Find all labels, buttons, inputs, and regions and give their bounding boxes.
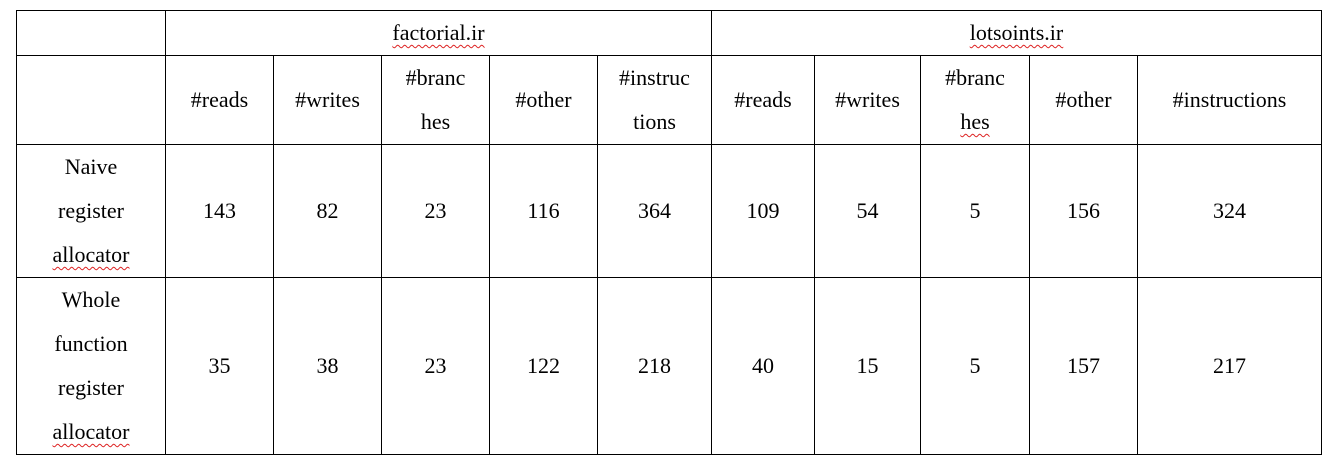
table-row-whole-function: Whole function register allocator 35 38 … — [16, 277, 1322, 455]
header-label: #writes — [295, 87, 360, 112]
header-lotsoints-reads: #reads — [711, 55, 815, 145]
table-cell: 218 — [597, 277, 712, 455]
group-header-factorial-label: factorial.ir — [392, 20, 485, 45]
header-label: #other — [1055, 87, 1112, 112]
header-label-line: #branc — [405, 65, 466, 90]
header-factorial-instructions: #instruc tions — [597, 55, 712, 145]
group-header-factorial: factorial.ir — [165, 10, 712, 56]
row-label-line: allocator — [52, 419, 130, 444]
row-label-line: register — [58, 198, 124, 223]
header-factorial-reads: #reads — [165, 55, 274, 145]
header-lotsoints-other: #other — [1029, 55, 1138, 145]
header-lotsoints-writes: #writes — [814, 55, 921, 145]
header-factorial-other: #other — [489, 55, 598, 145]
header-lotsoints-instructions: #instructions — [1137, 55, 1322, 145]
header-label: #reads — [734, 87, 792, 112]
table-cell: 23 — [381, 144, 490, 278]
header-label: #instructions — [1172, 87, 1287, 112]
column-header-row: #reads #writes #branc hes #other #instru… — [16, 55, 1322, 145]
table-cell: 324 — [1137, 144, 1322, 278]
header-label-line: tions — [633, 109, 676, 134]
row-label-line: allocator — [52, 242, 130, 267]
table-cell: 40 — [711, 277, 815, 455]
header-factorial-writes: #writes — [273, 55, 382, 145]
corner-cell-top — [16, 10, 166, 56]
table-cell: 143 — [165, 144, 274, 278]
table-cell: 38 — [273, 277, 382, 455]
row-label-line: Naive — [64, 154, 118, 179]
row-label-line: Whole — [61, 287, 121, 312]
table-cell: 116 — [489, 144, 598, 278]
row-label-line: function — [54, 331, 128, 356]
table-cell: 54 — [814, 144, 921, 278]
group-header-lotsoints-label: lotsoints.ir — [969, 20, 1064, 45]
table-row-naive: Naive register allocator 143 82 23 116 3… — [16, 144, 1322, 278]
table-cell: 15 — [814, 277, 921, 455]
header-factorial-branches: #branc hes — [381, 55, 490, 145]
header-label-line: hes — [420, 109, 451, 134]
table-cell: 157 — [1029, 277, 1138, 455]
table-cell: 35 — [165, 277, 274, 455]
row-label-naive: Naive register allocator — [16, 144, 166, 278]
group-header-lotsoints: lotsoints.ir — [711, 10, 1322, 56]
table-cell: 364 — [597, 144, 712, 278]
row-label-line: register — [58, 375, 124, 400]
table-cell: 217 — [1137, 277, 1322, 455]
table-cell: 109 — [711, 144, 815, 278]
header-label: #other — [515, 87, 572, 112]
header-label-line: #branc — [945, 65, 1005, 90]
table-cell: 5 — [920, 144, 1030, 278]
table-cell: 23 — [381, 277, 490, 455]
table-cell: 82 — [273, 144, 382, 278]
header-label: #reads — [190, 87, 249, 112]
table-cell: 5 — [920, 277, 1030, 455]
results-table: factorial.ir lotsoints.ir #reads #writes… — [16, 10, 1322, 455]
row-label-whole-function: Whole function register allocator — [16, 277, 166, 455]
header-label: #writes — [835, 87, 900, 112]
table-cell: 122 — [489, 277, 598, 455]
header-label-line: hes — [960, 109, 990, 134]
results-table-container: factorial.ir lotsoints.ir #reads #writes… — [16, 10, 1322, 455]
table-cell: 156 — [1029, 144, 1138, 278]
corner-cell-sub — [16, 55, 166, 145]
group-header-row: factorial.ir lotsoints.ir — [16, 10, 1322, 56]
header-lotsoints-branches: #branc hes — [920, 55, 1030, 145]
header-label-line: #instruc — [619, 65, 690, 90]
